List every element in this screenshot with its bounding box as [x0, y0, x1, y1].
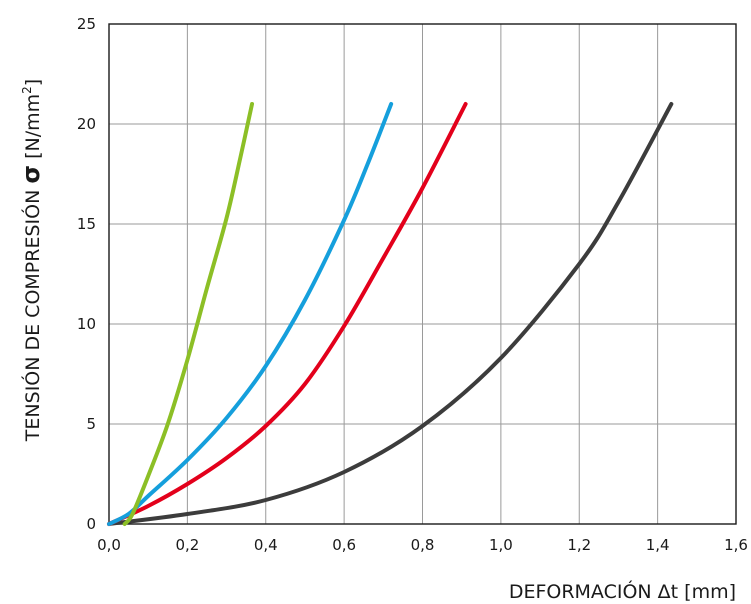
y-axis-title-symbol: σ [17, 165, 45, 184]
x-tick-label: 1,2 [567, 536, 591, 554]
series-line-2 [107, 102, 394, 526]
series-line-3 [107, 102, 468, 526]
y-tick-label: 5 [86, 415, 96, 433]
x-tick-label: 0,8 [411, 536, 435, 554]
series-line-1 [122, 102, 255, 526]
y-tick-label: 20 [77, 115, 96, 133]
y-tick-label: 15 [77, 215, 96, 233]
x-tick-label: 1,4 [646, 536, 670, 554]
x-tick-label: 1,6 [724, 536, 748, 554]
x-tick-label: 0,2 [175, 536, 199, 554]
y-axis-title-unit-superscript: 2 [20, 86, 34, 94]
y-tick-label: 10 [77, 315, 96, 333]
plot-frame [108, 23, 737, 525]
y-tick-label: 25 [77, 15, 96, 33]
y-axis-title-unit: [N/mm [22, 94, 44, 165]
x-tick-label: 0,0 [97, 536, 121, 554]
y-axis-title-unit-end: ] [22, 79, 44, 86]
series-line-4 [107, 102, 674, 526]
grid [109, 24, 736, 524]
y-tick-label: 0 [86, 515, 96, 533]
series-group [107, 102, 674, 526]
x-axis-title: DEFORMACIÓN Δt [mm] [509, 579, 736, 603]
x-tick-label: 0,4 [254, 536, 278, 554]
x-tick-labels: 0,0 0,2 0,4 0,6 0,8 1,0 1,2 1,4 1,6 [97, 536, 748, 554]
y-axis-title: TENSIÓN DE COMPRESIÓN σ [N/mm2] [17, 79, 45, 442]
y-axis-title-prefix: TENSIÓN DE COMPRESIÓN [20, 184, 44, 443]
x-tick-label: 1,0 [489, 536, 513, 554]
x-tick-label: 0,6 [332, 536, 356, 554]
y-tick-labels: 0 5 10 15 20 25 [77, 15, 96, 533]
